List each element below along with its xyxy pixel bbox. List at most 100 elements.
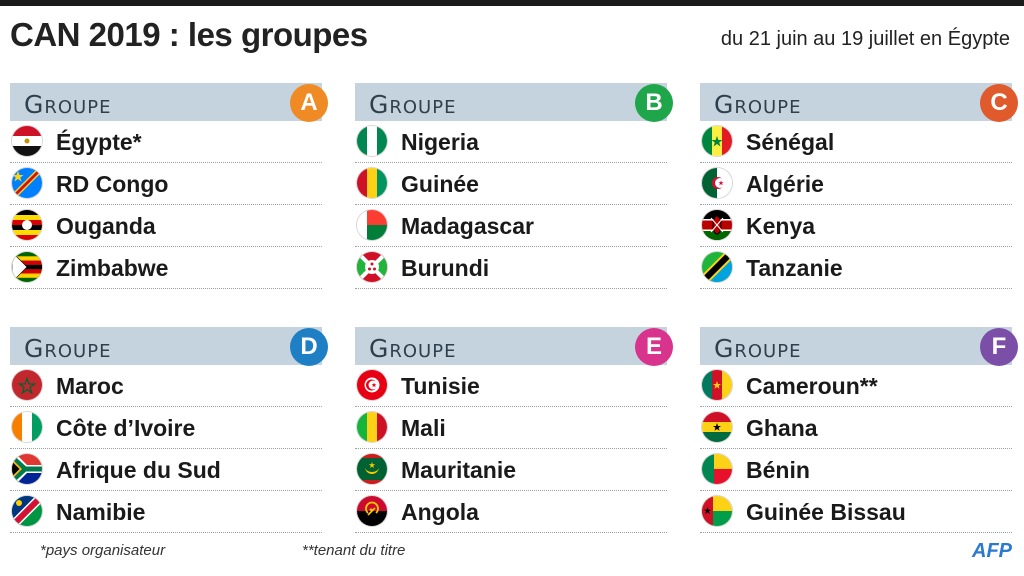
group-a: Groupe A Égypte* RD Congo Ouganda Zimbabwe <box>10 83 328 289</box>
team-row: Afrique du Sud <box>10 449 322 491</box>
flag-mali-icon <box>357 412 387 442</box>
group-letter-badge: D <box>290 328 328 366</box>
flag-mauritania-icon <box>357 454 387 484</box>
team-row: Tunisie <box>355 365 667 407</box>
page-subtitle: du 21 juin au 19 juillet en Égypte <box>720 28 1010 50</box>
flag-guinea-icon <box>357 168 387 198</box>
team-name: Mali <box>401 415 446 441</box>
afp-logo: AFP <box>972 540 1012 562</box>
team-row: Nigeria <box>355 121 667 163</box>
team-name: Tanzanie <box>746 255 843 281</box>
group-b: Groupe B Nigeria Guinée Madagascar Burundi <box>355 83 673 289</box>
team-row: Angola <box>355 491 667 533</box>
group-letter-badge: C <box>980 84 1018 122</box>
group-e: Groupe E Tunisie Mali Mauritanie Angola <box>355 327 673 533</box>
group-header: Groupe C <box>700 83 1018 122</box>
team-name: RD Congo <box>56 171 169 197</box>
team-name: Madagascar <box>401 213 534 239</box>
team-row: Sénégal <box>700 121 1012 163</box>
team-name: Tunisie <box>401 373 480 399</box>
flag-nigeria-icon <box>357 126 387 156</box>
team-name: Angola <box>401 499 479 525</box>
team-row: Guinée Bissau <box>700 491 1012 533</box>
group-label: Groupe <box>369 334 457 363</box>
team-name: Côte d’Ivoire <box>56 415 196 441</box>
team-row: Burundi <box>355 247 667 289</box>
page-title: CAN 2019 : les groupes <box>10 16 368 53</box>
group-header: Groupe D <box>10 327 328 366</box>
flag-madagascar-icon <box>357 210 387 240</box>
group-header: Groupe B <box>355 83 673 122</box>
group-letter-badge: B <box>635 84 673 122</box>
team-name: Égypte* <box>56 129 142 155</box>
team-row: Mali <box>355 407 667 449</box>
team-row: Égypte* <box>10 121 322 163</box>
group-letter-badge: F <box>980 328 1018 366</box>
team-row: Bénin <box>700 449 1012 491</box>
team-name: Guinée <box>401 171 479 197</box>
team-name: Kenya <box>746 213 816 239</box>
team-name: Algérie <box>746 171 824 197</box>
group-label: Groupe <box>714 90 802 119</box>
flag-egypt-icon <box>12 126 42 156</box>
flag-morocco-icon <box>12 370 42 400</box>
flag-burundi-icon <box>357 252 387 282</box>
team-name: Cameroun** <box>746 373 878 399</box>
group-letter-badge: E <box>635 328 673 366</box>
group-label: Groupe <box>714 334 802 363</box>
team-name: Ouganda <box>56 213 156 239</box>
flag-kenya-icon <box>702 210 732 240</box>
team-name: Burundi <box>401 255 490 281</box>
flag-tanzania-icon <box>702 252 732 282</box>
footnote-host: *pays organisateur <box>40 542 166 559</box>
team-name: Zimbabwe <box>56 255 169 281</box>
flag-southafrica-icon <box>12 454 42 484</box>
group-header: Groupe E <box>355 327 673 366</box>
flag-benin-icon <box>702 454 732 484</box>
group-label: Groupe <box>24 90 112 119</box>
team-row: Zimbabwe <box>10 247 322 289</box>
team-name: Ghana <box>746 415 818 441</box>
flag-ivorycoast-icon <box>12 412 42 442</box>
group-c: Groupe C Sénégal Algérie Kenya Tanzanie <box>700 83 1018 289</box>
flag-namibia-icon <box>12 496 42 526</box>
flag-algeria-icon <box>702 168 732 198</box>
team-row: Ghana <box>700 407 1012 449</box>
team-row: Ouganda <box>10 205 322 247</box>
flag-drc-icon <box>12 168 42 198</box>
team-row: Madagascar <box>355 205 667 247</box>
flag-angola-icon <box>357 496 387 526</box>
group-label: Groupe <box>24 334 112 363</box>
team-row: Kenya <box>700 205 1012 247</box>
team-row: RD Congo <box>10 163 322 205</box>
team-row: Maroc <box>10 365 322 407</box>
team-row: Tanzanie <box>700 247 1012 289</box>
team-name: Guinée Bissau <box>746 499 906 525</box>
team-name: Nigeria <box>401 129 479 155</box>
team-name: Sénégal <box>746 129 835 155</box>
flag-guineabissau-icon <box>702 496 732 526</box>
top-bar <box>0 0 1024 6</box>
group-header: Groupe F <box>700 327 1018 366</box>
flag-tunisia-icon <box>357 370 387 400</box>
flag-uganda-icon <box>12 210 42 240</box>
team-row: Côte d’Ivoire <box>10 407 322 449</box>
group-header: Groupe A <box>10 83 328 122</box>
group-label: Groupe <box>369 90 457 119</box>
team-row: Guinée <box>355 163 667 205</box>
team-row: Mauritanie <box>355 449 667 491</box>
team-name: Afrique du Sud <box>56 457 221 483</box>
group-f: Groupe F Cameroun** Ghana Bénin Guinée Bissau <box>700 327 1018 533</box>
flag-ghana-icon <box>702 412 732 442</box>
team-name: Maroc <box>56 373 124 399</box>
team-name: Namibie <box>56 499 146 525</box>
flag-cameroon-icon <box>702 370 732 400</box>
flag-zimbabwe-icon <box>12 252 42 282</box>
team-row: Algérie <box>700 163 1012 205</box>
team-name: Mauritanie <box>401 457 517 483</box>
footnote-holder: **tenant du titre <box>302 542 406 559</box>
group-d: Groupe D Maroc Côte d’Ivoire Afrique du Sud N… <box>10 327 328 533</box>
team-name: Bénin <box>746 457 810 483</box>
team-row: Namibie <box>10 491 322 533</box>
team-row: Cameroun** <box>700 365 1012 407</box>
